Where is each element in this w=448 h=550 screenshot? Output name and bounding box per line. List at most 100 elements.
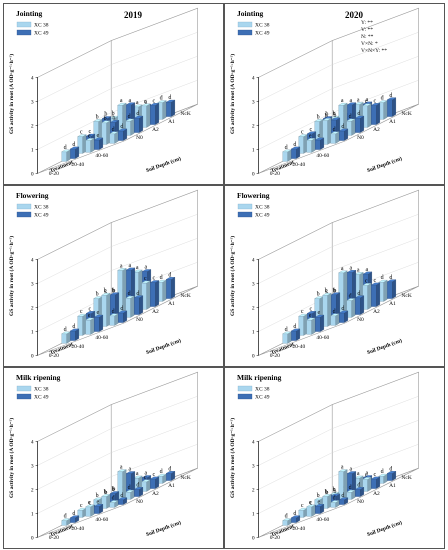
bar-side [311, 317, 316, 335]
significance-letter: c [153, 472, 156, 478]
significance-letter: d [349, 294, 352, 300]
bar-top [117, 268, 127, 271]
treatment-tick-label: A2 [152, 309, 159, 315]
bar [133, 115, 144, 133]
significance-letter: a [366, 471, 369, 477]
significance-letter: d [136, 482, 139, 488]
significance-letter: e [318, 133, 321, 139]
gridline [37, 428, 112, 466]
treatment-tick-label: A1 [389, 119, 396, 125]
gridline [332, 238, 419, 271]
bar [141, 479, 151, 492]
bar-side [162, 100, 167, 120]
gridline [111, 396, 198, 429]
significance-letter: d [285, 145, 288, 151]
bar [69, 515, 80, 523]
bar-side [99, 314, 103, 332]
gridline [37, 88, 112, 126]
bar-top [77, 313, 87, 317]
significance-letter: d [381, 469, 384, 475]
bar [346, 118, 356, 136]
depth-tick-label: 20-40 [292, 526, 305, 532]
significance-letter: d [293, 511, 296, 517]
y-tick-label: 3 [252, 281, 255, 287]
depth-axis-label: Soil Depth (cm) [145, 155, 182, 174]
bar [314, 503, 325, 514]
legend-label: XC 38 [255, 23, 270, 29]
significance-letter: d [333, 496, 336, 502]
significance-letter: d [128, 291, 131, 297]
gridline [37, 112, 112, 150]
significance-letter: a [366, 267, 369, 273]
bar [149, 476, 160, 489]
y-tick-label: 2 [252, 305, 255, 311]
bar [109, 500, 119, 508]
bar-top [125, 267, 136, 271]
bar-top [125, 102, 136, 105]
bar-front [61, 151, 67, 162]
significance-letter: b [333, 111, 336, 117]
bar-top [306, 311, 317, 314]
treatment-tick-label: N0 [357, 499, 364, 505]
significance-letter: b [96, 292, 99, 298]
gridline [111, 56, 198, 89]
gridline [258, 246, 333, 284]
bar-front [291, 330, 297, 341]
significance-letter: a [145, 99, 148, 105]
bar [306, 504, 316, 517]
bar-top [346, 118, 356, 122]
gridline [37, 452, 112, 490]
bar-top [378, 473, 388, 477]
bar-top [306, 317, 316, 321]
significance-letter: a [341, 465, 344, 471]
significance-letter: a [136, 100, 139, 106]
bar [346, 489, 356, 500]
significance-letter: e [318, 310, 321, 316]
significance-letter: d [112, 496, 115, 502]
chart-svg: 0 1 2 3 4 GS activity in root (A OD·g⁻¹·h⁻¹) N… [8, 371, 198, 541]
bar-top [85, 138, 95, 141]
bar [61, 149, 71, 162]
bar [101, 120, 111, 145]
chart-panel: 0 1 2 3 4 GS activity in root (A OD·g⁻¹·h⁻¹) N… [224, 3, 445, 185]
legend-label: XC 49 [255, 31, 270, 37]
significance-letter: c [374, 98, 377, 104]
bar-top [101, 292, 111, 296]
significance-letter: e [97, 499, 100, 505]
bar [338, 128, 349, 141]
significance-letter: c [80, 503, 83, 509]
legend: XC 38 XC 49 [16, 21, 49, 37]
bar-top [109, 313, 119, 316]
bar [362, 283, 372, 310]
significance-letter: a [357, 97, 360, 103]
gridline [258, 64, 333, 102]
depth-axis-label: Soil Depth (cm) [366, 519, 403, 538]
legend-swatch [16, 211, 32, 218]
bar-top [141, 475, 152, 478]
bar [85, 317, 95, 335]
bar [290, 146, 301, 159]
anova-stat: N: ** [361, 34, 374, 40]
bar-top [362, 283, 372, 286]
significance-letter: d [168, 272, 171, 278]
bar-top [101, 116, 112, 119]
bar [141, 280, 151, 310]
legend-swatch [16, 393, 32, 400]
significance-letter: b [112, 288, 115, 294]
treatment-tick-label: N0 [136, 499, 143, 505]
treatment-tick-label: A2 [373, 309, 380, 315]
bar-top [282, 331, 292, 334]
bar [133, 486, 144, 497]
chart-panel: 0 1 2 3 4 GS activity in root (A OD·g⁻¹·h⁻¹) N… [224, 367, 445, 549]
bar [157, 100, 167, 120]
bar-top [346, 102, 357, 105]
legend-label: XC 38 [34, 23, 49, 29]
significance-letter: a [120, 98, 123, 104]
y-tick-label: 0 [31, 171, 34, 177]
anova-stat: V×N: * [361, 41, 378, 47]
bar-top [133, 487, 144, 490]
bar-top [370, 282, 381, 286]
treatment-tick-label: NcK [401, 475, 411, 481]
bar-front [150, 282, 156, 307]
legend-label: XC 38 [34, 205, 49, 211]
